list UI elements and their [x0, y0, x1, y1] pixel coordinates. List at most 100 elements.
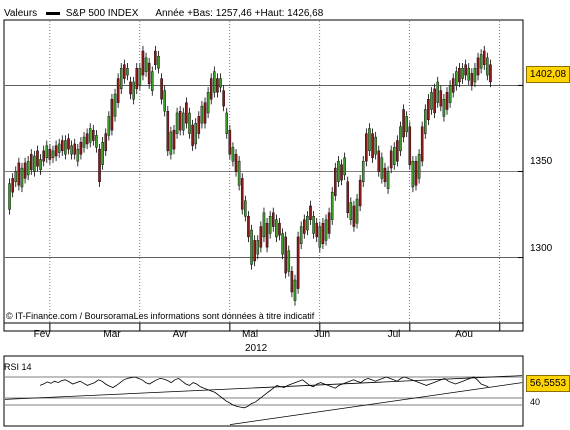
candle-body [321, 222, 325, 245]
candle-body [324, 219, 328, 241]
x-axis-ticks [49, 323, 501, 331]
candle-body [110, 98, 114, 131]
price-grid [5, 21, 523, 322]
candle-body [278, 222, 281, 236]
candle-body [234, 154, 238, 172]
candle-body [113, 93, 117, 117]
candle-body [365, 133, 368, 162]
data-credit: © IT-Finance.com / BoursoramaLes informa… [6, 311, 315, 321]
candle-body [119, 68, 123, 90]
legend-swatch [45, 11, 60, 15]
candle-body [371, 133, 374, 158]
legend-index-name: S&P 500 INDEX [65, 8, 139, 19]
candle-body [455, 71, 458, 86]
candle-body [154, 50, 157, 65]
candle-body [486, 57, 489, 76]
candle-body [36, 150, 39, 167]
candle-body [380, 157, 384, 179]
candle-body [361, 160, 365, 183]
candle-body [216, 78, 219, 93]
xtick-label: Mai [241, 329, 259, 340]
candle-body [392, 147, 396, 165]
candle-body [482, 50, 486, 65]
candle-body [150, 71, 154, 91]
candle-body [147, 62, 151, 84]
candle-body [160, 78, 163, 100]
candle-body [95, 135, 98, 148]
candle-body [8, 183, 11, 210]
candle-body [420, 126, 424, 162]
candle-body [237, 160, 241, 186]
candle-body [377, 150, 381, 172]
candle-body [386, 171, 390, 189]
candle-body [427, 98, 430, 121]
candle-body [11, 178, 14, 193]
candle-body [275, 219, 278, 238]
year-label: 2012 [245, 343, 268, 354]
ytick-label: 1350 [530, 156, 553, 167]
candle-body [104, 133, 108, 152]
rsi-grid [5, 376, 522, 406]
xtick-label: Avr [172, 329, 188, 340]
candle-body [433, 88, 436, 114]
candle-body [88, 128, 92, 143]
candle-body [178, 111, 182, 131]
candle-body [141, 50, 145, 76]
candle-body [303, 219, 306, 234]
candle-body [57, 143, 61, 153]
candle-body [399, 126, 402, 152]
candle-body [194, 123, 197, 145]
candle-body [337, 160, 340, 183]
candle-body [346, 181, 350, 214]
candle-body [123, 64, 126, 79]
candle-body [355, 198, 359, 224]
candle-body [448, 85, 452, 103]
candle-body [29, 154, 33, 170]
candle-body [467, 68, 471, 81]
candle-body [213, 71, 216, 93]
candle-body [240, 178, 244, 210]
candle-body [358, 179, 362, 207]
candle-body [290, 271, 294, 293]
candle-body [138, 68, 142, 86]
candle-body [430, 92, 433, 110]
candle-body [101, 142, 104, 165]
candle-body [157, 55, 160, 69]
candle-body [79, 142, 83, 155]
candle-body [262, 212, 266, 238]
candle-body [76, 148, 80, 162]
candle-body [23, 162, 27, 179]
candle-body [349, 202, 353, 220]
candle-body [92, 129, 95, 141]
candle-body [389, 150, 393, 169]
candle-body [265, 222, 269, 248]
legend-range-text: Année +Bas: 1257,46 +Haut: 1426,68 [155, 8, 324, 19]
candle-body [107, 116, 111, 136]
candle-body [411, 160, 415, 188]
candle-body [442, 98, 446, 117]
candle-body [293, 279, 297, 301]
candle-body [61, 140, 64, 152]
candle-body [445, 92, 449, 110]
candle-body [374, 136, 377, 155]
x-axis-band [3, 322, 524, 332]
legend-values-label: Valeurs [4, 8, 38, 19]
candle-body [340, 164, 343, 181]
candle-body [244, 200, 247, 217]
candle-body [116, 78, 120, 103]
candle-body [439, 90, 443, 107]
candle-body [33, 155, 36, 172]
candle-body [163, 90, 166, 112]
candle-body [219, 78, 222, 88]
candle-body [51, 150, 55, 158]
candle-body [470, 73, 474, 86]
ytick-label: 1300 [530, 243, 553, 254]
candlestick-series [8, 45, 492, 306]
candle-body [85, 133, 89, 145]
candle-body [73, 143, 76, 155]
candle-body [253, 240, 256, 262]
xtick-label: Aou [455, 329, 473, 340]
candle-body [256, 240, 260, 255]
candle-body [67, 138, 70, 150]
